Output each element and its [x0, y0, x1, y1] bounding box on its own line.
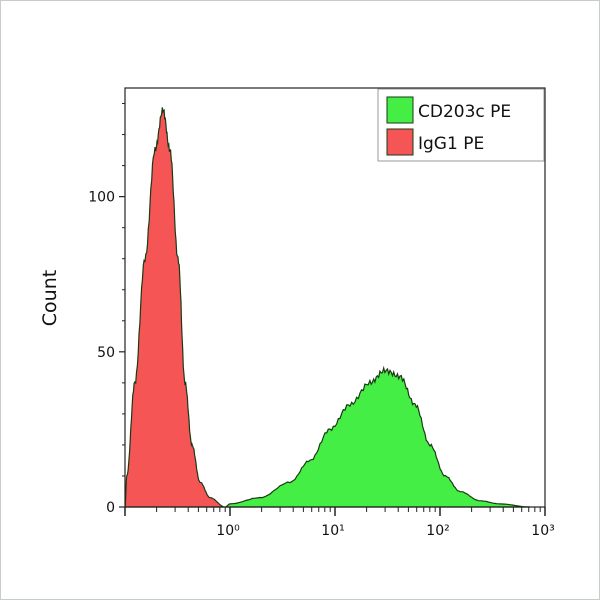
- legend-label: CD203c PE: [418, 102, 511, 122]
- legend-swatch: [386, 96, 414, 124]
- x-tick-label: 10¹: [321, 523, 344, 539]
- legend-label: IgG1 PE: [418, 134, 484, 154]
- x-tick-label: 10⁰: [216, 523, 240, 539]
- series-area-igg1-pe: [124, 107, 226, 508]
- y-tick-label: 0: [106, 500, 115, 516]
- legend-swatch: [386, 128, 414, 156]
- y-tick-label: 100: [88, 190, 115, 206]
- x-tick-label: 10²: [426, 523, 449, 539]
- series-area-cd203c-pe: [225, 365, 531, 508]
- x-tick-label: 10³: [531, 523, 554, 539]
- y-axis-label: Count: [39, 270, 61, 326]
- y-tick-label: 50: [97, 345, 115, 361]
- legend: CD203c PE IgG1 PE: [377, 88, 545, 162]
